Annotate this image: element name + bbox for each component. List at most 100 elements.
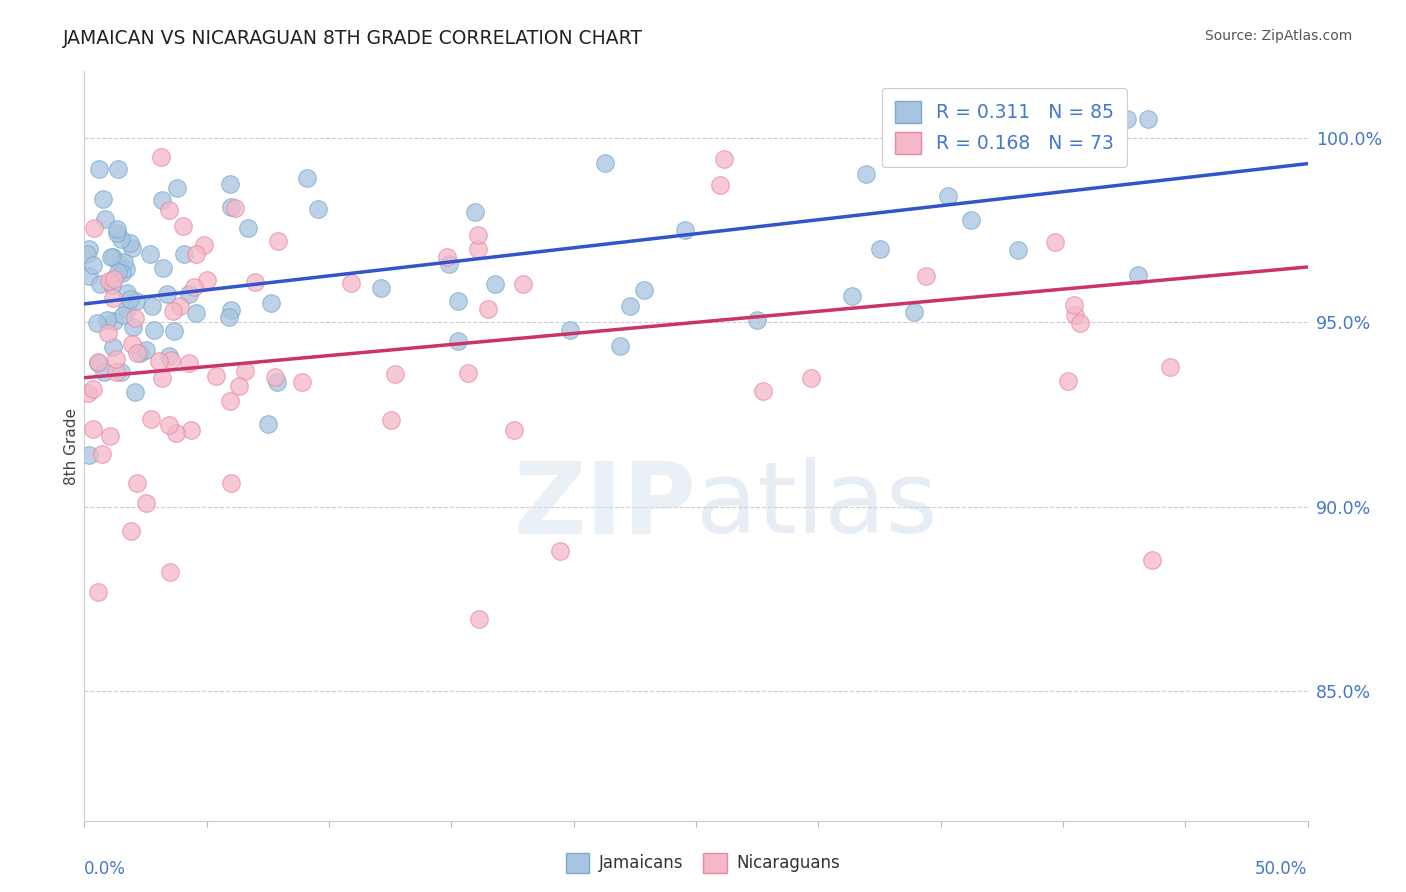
Point bbox=[370, 281, 392, 295]
Point bbox=[260, 296, 283, 310]
Point bbox=[1007, 243, 1029, 257]
Point bbox=[228, 379, 250, 393]
Point bbox=[104, 365, 127, 379]
Point bbox=[219, 201, 242, 215]
Point bbox=[124, 310, 146, 325]
Point bbox=[118, 235, 141, 250]
Point bbox=[111, 308, 134, 322]
Point bbox=[159, 566, 181, 580]
Point bbox=[1128, 268, 1150, 282]
Point bbox=[745, 313, 768, 327]
Point bbox=[169, 299, 191, 313]
Point bbox=[903, 305, 925, 319]
Point bbox=[86, 316, 108, 330]
Point bbox=[127, 346, 149, 360]
Point bbox=[93, 365, 115, 379]
Point bbox=[464, 204, 486, 219]
Point bbox=[1045, 235, 1067, 249]
Point bbox=[122, 319, 145, 334]
Point bbox=[87, 162, 110, 177]
Point bbox=[166, 181, 188, 195]
Point bbox=[436, 250, 458, 264]
Point bbox=[110, 232, 132, 246]
Point bbox=[1015, 148, 1038, 162]
Point bbox=[115, 301, 138, 316]
Legend: Jamaicans, Nicaraguans: Jamaicans, Nicaraguans bbox=[558, 847, 848, 880]
Point bbox=[135, 496, 157, 510]
Point bbox=[915, 269, 938, 284]
Point bbox=[468, 612, 491, 626]
Point bbox=[477, 301, 499, 316]
Point bbox=[124, 384, 146, 399]
Point bbox=[1063, 298, 1085, 312]
Point bbox=[77, 243, 100, 257]
Point bbox=[98, 429, 121, 443]
Point bbox=[157, 349, 180, 363]
Point bbox=[118, 292, 141, 306]
Point bbox=[439, 257, 461, 271]
Point bbox=[103, 271, 125, 285]
Point bbox=[163, 324, 186, 338]
Point bbox=[150, 371, 173, 385]
Point bbox=[115, 286, 138, 301]
Point bbox=[101, 340, 124, 354]
Point bbox=[108, 257, 131, 271]
Point bbox=[105, 226, 128, 240]
Point bbox=[1116, 112, 1139, 127]
Point bbox=[224, 201, 246, 215]
Point bbox=[307, 202, 329, 216]
Point bbox=[150, 193, 173, 207]
Point bbox=[267, 235, 290, 249]
Point bbox=[841, 289, 863, 303]
Point bbox=[97, 274, 120, 288]
Point bbox=[173, 247, 195, 261]
Point bbox=[105, 351, 128, 366]
Point bbox=[893, 150, 915, 164]
Point bbox=[103, 291, 125, 305]
Point bbox=[139, 247, 162, 261]
Point bbox=[82, 382, 104, 396]
Point bbox=[157, 203, 180, 218]
Point bbox=[467, 227, 489, 242]
Point bbox=[195, 273, 218, 287]
Point bbox=[221, 303, 243, 318]
Point bbox=[157, 418, 180, 433]
Point bbox=[1159, 360, 1181, 375]
Point bbox=[177, 356, 200, 370]
Point bbox=[89, 277, 111, 291]
Point bbox=[236, 221, 259, 235]
Point bbox=[110, 365, 132, 379]
Point bbox=[713, 152, 735, 166]
Point bbox=[183, 280, 205, 294]
Point bbox=[129, 346, 152, 360]
Point bbox=[103, 313, 125, 327]
Point bbox=[193, 238, 215, 252]
Point bbox=[112, 255, 135, 269]
Point bbox=[121, 241, 143, 255]
Point bbox=[125, 294, 148, 309]
Point bbox=[219, 178, 242, 192]
Text: atlas: atlas bbox=[696, 458, 938, 555]
Point bbox=[800, 371, 823, 385]
Point bbox=[82, 258, 104, 272]
Point bbox=[114, 261, 136, 276]
Point bbox=[91, 447, 114, 461]
Point bbox=[87, 585, 110, 599]
Point bbox=[1064, 308, 1087, 322]
Point bbox=[291, 375, 314, 389]
Point bbox=[558, 323, 581, 337]
Point bbox=[180, 423, 202, 437]
Point bbox=[938, 188, 960, 202]
Point bbox=[673, 222, 696, 236]
Point bbox=[218, 310, 240, 324]
Point bbox=[105, 222, 128, 236]
Point bbox=[619, 299, 641, 313]
Point bbox=[107, 161, 129, 176]
Point bbox=[593, 155, 616, 169]
Point bbox=[142, 322, 165, 336]
Point bbox=[467, 242, 489, 256]
Point bbox=[107, 264, 129, 278]
Point bbox=[100, 250, 122, 264]
Point bbox=[380, 413, 402, 427]
Point bbox=[264, 369, 287, 384]
